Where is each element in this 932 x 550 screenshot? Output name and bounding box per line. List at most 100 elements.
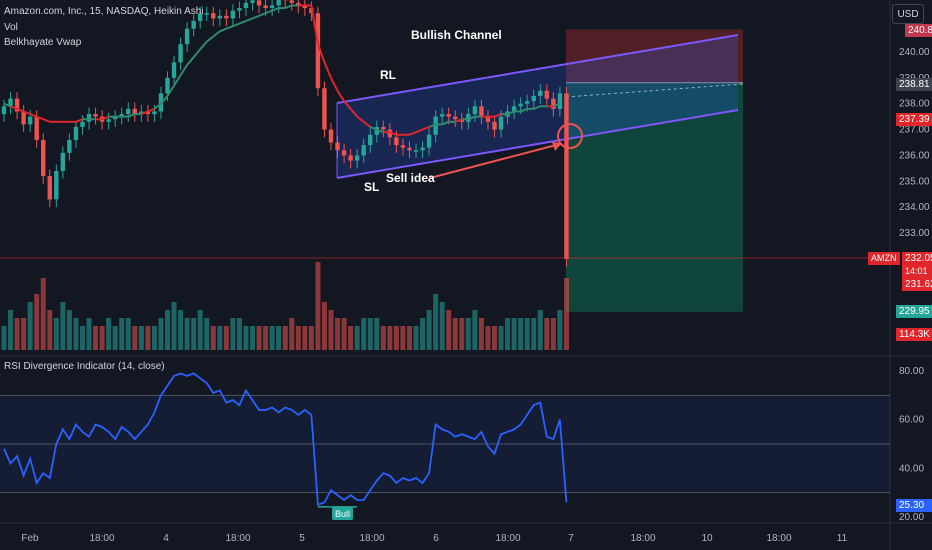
vwap-segment <box>75 118 83 123</box>
volume-bar <box>276 326 282 350</box>
volume-bar <box>452 318 458 350</box>
volume-indicator-label[interactable]: Vol <box>4 22 18 33</box>
price-axis-tick: 235.00 <box>899 176 930 187</box>
vwap-segment <box>336 90 345 102</box>
vwap-segment <box>323 61 332 79</box>
candle <box>453 116 458 120</box>
rsi-line <box>3 372 568 507</box>
candle <box>354 155 360 161</box>
volume-bar <box>420 318 426 350</box>
vwap-segment <box>356 115 365 123</box>
time-axis-tick: 18:00 <box>495 533 520 544</box>
sell-idea-arrow <box>429 143 561 179</box>
volume-bar <box>321 302 327 350</box>
time-axis-tick: 7 <box>568 533 574 544</box>
volume-bar <box>335 318 341 350</box>
volume-bar <box>354 326 360 350</box>
volume-bar <box>197 310 203 350</box>
candle <box>276 0 281 6</box>
vwap-segment <box>36 115 44 121</box>
annotation-rl[interactable]: RL <box>380 68 396 82</box>
candle <box>211 13 216 19</box>
candle <box>1 106 7 115</box>
volume-bar <box>518 318 524 350</box>
volume-bar <box>269 326 275 350</box>
vwap-segment <box>16 107 24 113</box>
vwap-segment <box>225 25 234 30</box>
time-axis-tick: 18:00 <box>89 533 114 544</box>
vwap-segment <box>173 74 182 87</box>
candle <box>8 98 13 107</box>
rsi-indicator-label[interactable]: RSI Divergence Indicator (14, close) <box>4 361 165 372</box>
vwap-segment <box>199 41 208 51</box>
time-axis-tick: 18:00 <box>359 533 384 544</box>
last-price-tag: 232.05 <box>902 252 932 265</box>
volume-bar <box>21 318 27 350</box>
candle <box>479 106 484 117</box>
candle <box>407 147 412 151</box>
vwap-indicator-label[interactable]: Belkhayate Vwap <box>4 37 82 48</box>
volume-bar <box>53 318 59 350</box>
currency-button[interactable]: USD <box>892 4 924 24</box>
vwap-segment <box>454 118 463 123</box>
bull-badge-label: Bull <box>335 509 350 519</box>
volume-bar <box>537 310 543 350</box>
volume-bar <box>413 326 419 350</box>
volume-bar <box>315 262 321 350</box>
candle <box>198 13 203 21</box>
volume-bar <box>132 326 138 350</box>
candle <box>263 5 268 9</box>
vwap-segment <box>186 56 195 66</box>
candle <box>439 114 445 117</box>
candle <box>237 8 242 11</box>
time-axis-tick: 4 <box>163 533 169 544</box>
candle <box>368 134 373 146</box>
price-axis-tick: 236.00 <box>899 150 930 161</box>
candle <box>243 2 249 9</box>
candle <box>302 5 308 9</box>
volume-bar <box>426 310 432 350</box>
vwap-segment <box>212 30 221 38</box>
candle <box>27 116 33 125</box>
vwap-segment <box>409 131 417 136</box>
volume-bar <box>341 318 347 350</box>
candle <box>446 114 451 117</box>
candle <box>73 126 79 140</box>
volume-bar <box>204 318 210 350</box>
volume-bar <box>151 326 157 350</box>
annotation-sell-idea[interactable]: Sell idea <box>386 171 435 185</box>
time-axis-tick: 10 <box>701 533 713 544</box>
bull-divergence-badge: Bull <box>332 507 353 520</box>
volume-bar <box>485 326 491 350</box>
volume-bar <box>465 318 471 350</box>
volume-bar <box>380 326 386 350</box>
volume-bar <box>158 318 164 350</box>
volume-bar <box>165 310 170 350</box>
volume-bar <box>289 318 295 350</box>
candle <box>374 126 379 135</box>
volume-bar <box>472 310 478 350</box>
volume-bar <box>14 318 20 350</box>
target-top-price-tag: 240.87 <box>905 24 932 37</box>
volume-bar <box>86 318 92 350</box>
volume-bar <box>60 302 66 350</box>
vwap-segment <box>206 35 214 43</box>
volume-bar <box>93 326 99 350</box>
candle <box>93 114 98 117</box>
candle <box>348 155 353 161</box>
rsi-axis-tick: 80.00 <box>899 366 924 377</box>
annotation-bullish-channel[interactable]: Bullish Channel <box>411 28 502 42</box>
volume-bar <box>40 278 46 350</box>
vwap-segment <box>29 113 38 118</box>
candle <box>289 0 294 3</box>
volume-bar <box>563 278 569 350</box>
candle <box>132 108 137 115</box>
candle <box>269 5 275 9</box>
candle <box>426 134 432 148</box>
volume-bar <box>230 318 236 350</box>
candle <box>557 93 563 109</box>
annotation-sl[interactable]: SL <box>364 180 380 194</box>
volume-bar <box>256 326 262 350</box>
vwap-segment <box>166 85 175 97</box>
candle <box>525 101 530 104</box>
